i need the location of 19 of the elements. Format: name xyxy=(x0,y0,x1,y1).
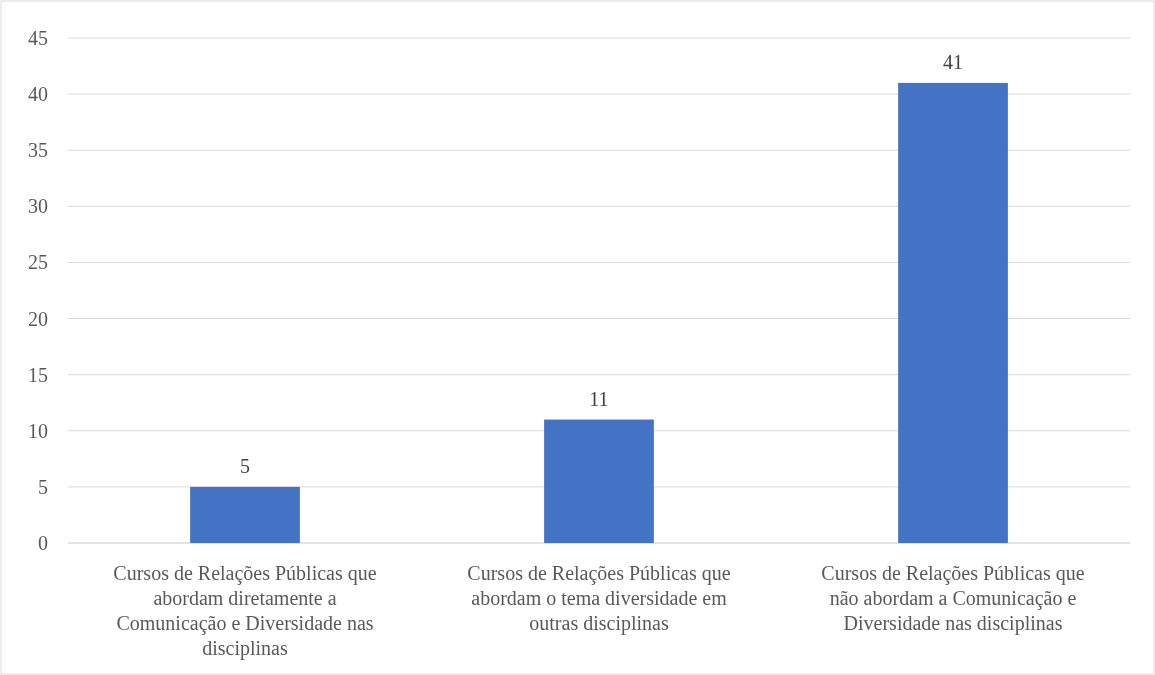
y-tick-label: 25 xyxy=(28,251,48,274)
y-tick-label: 5 xyxy=(38,475,48,498)
data-label: 5 xyxy=(240,454,250,477)
x-tick-label: Cursos de Relações Públicas que abordam diretamente a Comunicação e Diversidade nas disciplinas xyxy=(113,562,377,660)
y-tick-label: 20 xyxy=(28,307,48,330)
y-tick-label: 30 xyxy=(28,195,48,218)
bar xyxy=(544,419,654,543)
y-tick-label: 10 xyxy=(28,419,48,442)
y-tick-label: 45 xyxy=(28,27,48,49)
y-tick-label: 15 xyxy=(28,363,48,386)
bar xyxy=(898,82,1008,543)
data-label: 41 xyxy=(943,50,963,73)
y-tick-label: 0 xyxy=(38,532,48,554)
x-tick-label: Cursos de Relações Públicas que não abordam a Comunicação e Diversidade nas disciplinas xyxy=(821,562,1085,635)
x-tick-label: Cursos de Relações Públicas que abordam o tema diversidade em outras disciplinas xyxy=(467,562,731,635)
bar xyxy=(190,486,300,543)
y-tick-label: 40 xyxy=(28,83,48,106)
data-label: 11 xyxy=(589,387,609,410)
y-tick-label: 35 xyxy=(28,139,48,162)
